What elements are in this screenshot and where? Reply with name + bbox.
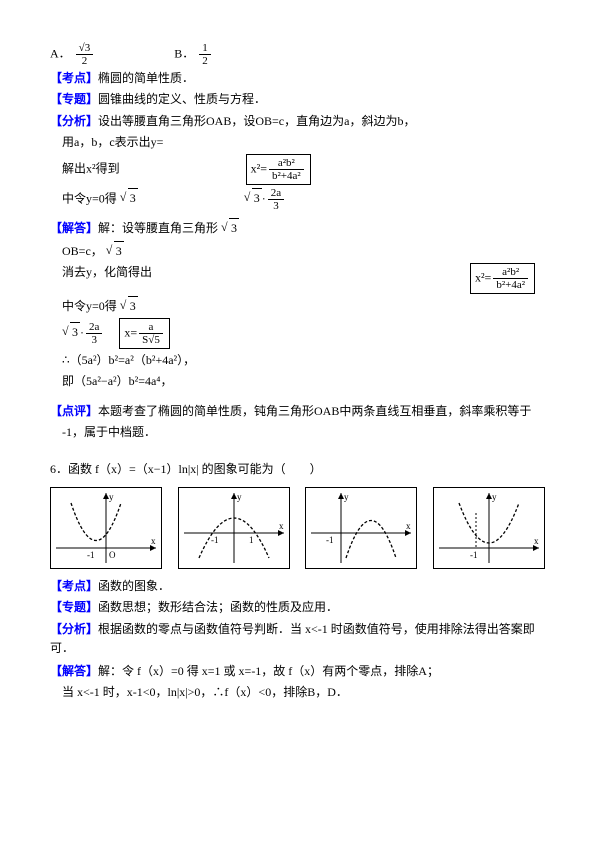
dianping-text2: -1，属于中档题． [50,423,545,442]
fenxi-label: 【分析】 [50,114,98,128]
p6-jieda-line0: 解：令 f（x）=0 得 x=1 或 x=-1，故 f（x）有两个零点，排除A； [98,664,439,678]
choice-a: A． √32 [50,42,95,67]
formula-x2-b: x²=a²b²b²+4a² [470,263,535,294]
svg-text:y: y [109,492,114,502]
jieda-line1: OB=c， 3 [50,241,545,261]
fig-b: y x -1 1 [178,487,290,569]
zhuanti-label: 【专题】 [50,92,98,106]
svg-text:O: O [109,550,116,560]
p6-kaodian-label: 【考点】 [50,579,98,593]
p6-fenxi-label: 【分析】 [50,622,98,636]
jieda-line6: 即（5a²−a²）b²=4a⁴， [50,372,545,391]
p6-jieda-line1: 当 x<-1 时，x-1<0，ln|x|>0，∴f（x）<0，排除B，D． [50,683,545,702]
p6-fenxi-text: 根据函数的零点与函数值符号判断．当 x<-1 时函数值符号，使用排除法得出答案即… [50,622,535,655]
jieda-line5: ∴（5a²）b²=a²（b²+4a²）， [50,351,545,370]
svg-text:x: x [406,521,411,531]
svg-text:y: y [344,492,349,502]
formula-xs: x=aS√5 [119,318,169,349]
svg-text:y: y [492,492,497,502]
fig-c: y x -1 [305,487,417,569]
svg-text:-1: -1 [87,550,95,560]
dianping-label: 【点评】 [50,404,98,418]
svg-text:-1: -1 [470,550,478,560]
svg-text:y: y [237,492,242,502]
svg-text:1: 1 [249,535,254,545]
fenxi-line1: 用a，b，c表示出y= [50,133,545,152]
figure-row: y x -1 O y x -1 1 y x -1 [50,487,545,569]
svg-text:-1: -1 [211,535,219,545]
svg-text:-1: -1 [326,535,334,545]
fig-d: y x -1 [433,487,545,569]
fenxi-line0: 设出等腰直角三角形OAB，设OB=c，直角边为a，斜边为b， [98,114,415,128]
svg-text:x: x [279,521,284,531]
svg-text:x: x [534,536,539,546]
formula-x2: x²=a²b²b²+4a² [246,154,311,185]
jieda-label: 【解答】 [50,221,98,235]
kaodian-label: 【考点】 [50,71,98,85]
p5-choices: A． √32 B． 12 [50,42,545,67]
p6-zhuanti-text: 函数思想；数形结合法；函数的性质及应用． [98,600,338,614]
jieda-line2: 消去y，化简得出 x²=a²b²b²+4a² [50,263,545,294]
kaodian-text: 椭圆的简单性质． [98,71,194,85]
p6-zhuanti-label: 【专题】 [50,600,98,614]
dianping-text: 本题考查了椭圆的简单性质，钝角三角形OAB中两条直线互相垂直，斜率乘积等于 [98,404,531,418]
jieda-line0: 解：设等腰直角三角形 [98,221,218,235]
svg-text:x: x [151,536,156,546]
fig-a: y x -1 O [50,487,162,569]
choice-b: B． 12 [174,42,213,67]
fenxi-line3: 中令y=0得 3 3·2a3 [50,187,545,212]
p6-jieda-label: 【解答】 [50,664,98,678]
jieda-line3: 中令y=0得 3 [50,296,545,316]
jieda-line4: 3·2a3 x=aS√5 [50,318,545,349]
p6-stem: 6．函数 f（x）=（x−1）ln|x| 的图象可能为（ ） [50,460,545,479]
fenxi-formula-row: 解出x²得到 x²=a²b²b²+4a² [50,154,545,185]
zhuanti-text: 圆锥曲线的定义、性质与方程． [98,92,266,106]
p6-kaodian-text: 函数的图象． [98,579,170,593]
